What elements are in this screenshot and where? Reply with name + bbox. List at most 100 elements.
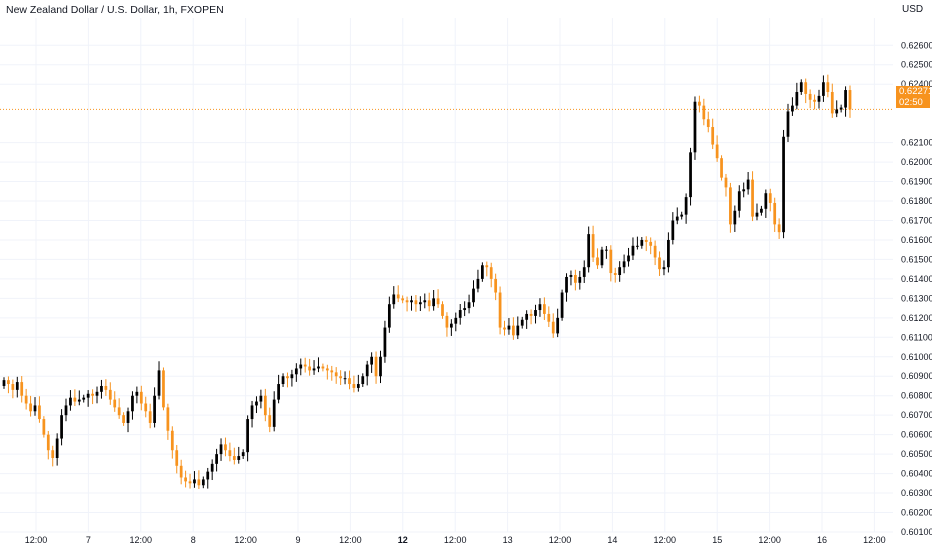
candle-body	[29, 403, 32, 412]
candle-body	[534, 310, 537, 316]
candle-body	[702, 105, 706, 120]
candle-body	[144, 403, 148, 412]
candle-body	[507, 325, 511, 330]
candle-body	[715, 144, 719, 159]
candle-body	[441, 304, 444, 316]
candle-body	[653, 245, 657, 258]
candle-body	[631, 245, 635, 256]
candle-body	[237, 456, 241, 460]
candle-body	[108, 389, 112, 400]
last-price-tag: 0.62271 02:50	[896, 86, 932, 108]
last-price-value: 0.62271	[899, 86, 932, 97]
y-tick-label: 0.62500	[901, 60, 932, 70]
candle-body	[2, 380, 6, 386]
candle-body	[343, 378, 347, 380]
y-tick-label: 0.61200	[901, 313, 932, 323]
candle-body	[494, 278, 498, 293]
candle-body	[560, 292, 564, 318]
candle-body	[830, 91, 834, 114]
candle-body	[520, 319, 524, 326]
candle-body	[733, 210, 737, 225]
x-tick-label: 12:00	[25, 535, 48, 545]
candle-body	[383, 327, 387, 357]
candle-body	[565, 276, 568, 293]
candle-body	[848, 90, 852, 110]
candle-body	[835, 109, 839, 114]
y-tick-label: 0.61900	[901, 177, 932, 187]
candle-body	[206, 471, 210, 480]
candle-body	[117, 407, 121, 416]
y-tick-label: 0.62000	[901, 157, 932, 167]
candle-body	[24, 395, 28, 404]
candle-body	[675, 216, 679, 221]
candle-body	[153, 395, 156, 423]
x-tick-label: 9	[295, 535, 300, 545]
candle-body	[374, 356, 378, 377]
candle-body	[246, 419, 249, 453]
y-tick-label: 0.60600	[901, 430, 932, 440]
candle-body	[339, 376, 343, 379]
candle-body	[649, 241, 653, 246]
price-axis[interactable]: 0.62600 0.62500 0.62400 0.62100 0.62000 0.619…	[901, 40, 932, 537]
candle-body	[135, 391, 139, 396]
time-axis[interactable]: 12:00 7 12:00 8 12:00 9 12:00 12 12:00 13 12:00 14 1…	[25, 535, 886, 545]
candle-body	[86, 393, 90, 398]
y-tick-label: 0.61000	[901, 352, 932, 362]
candle-body	[587, 234, 591, 268]
candle-body	[410, 300, 413, 303]
candle-body	[432, 298, 436, 307]
y-tick-label: 0.60400	[901, 469, 932, 479]
chart-title: New Zealand Dollar / U.S. Dollar, 1h, FX…	[6, 4, 224, 16]
candle-body	[281, 376, 285, 385]
candle-body	[113, 399, 117, 408]
candle-body	[844, 90, 847, 108]
candle-body	[46, 434, 50, 451]
candle-body	[742, 189, 746, 192]
candle-body	[303, 364, 307, 367]
candle-body	[458, 310, 462, 318]
candle-body	[799, 82, 803, 92]
candle-body	[91, 393, 94, 396]
candle-body	[662, 267, 666, 270]
candle-body	[839, 107, 843, 110]
candle-body	[729, 187, 732, 225]
candle-body	[414, 300, 418, 305]
candle-body	[392, 294, 396, 305]
candle-body	[636, 245, 639, 247]
candle-body	[720, 158, 723, 178]
candle-body	[516, 325, 520, 336]
candle-body	[454, 317, 458, 324]
x-tick-label: 12:00	[339, 535, 362, 545]
candle-body	[334, 372, 338, 377]
candle-body	[503, 327, 506, 330]
candle-body	[405, 300, 409, 303]
y-tick-label: 0.60200	[901, 508, 932, 518]
y-tick-label: 0.60500	[901, 449, 932, 459]
candle-body	[104, 385, 108, 390]
candle-body	[387, 304, 391, 328]
candle-body	[467, 302, 471, 309]
candle-body	[250, 405, 254, 420]
candle-body	[680, 214, 684, 217]
candle-body	[627, 255, 630, 262]
candle-body	[436, 298, 440, 305]
y-tick-label: 0.61100	[901, 332, 932, 342]
candle-body	[529, 313, 533, 316]
y-tick-label: 0.61400	[901, 274, 932, 284]
candle-body	[782, 136, 785, 233]
candle-body	[365, 364, 369, 377]
candle-body	[317, 366, 320, 369]
candle-body	[547, 313, 551, 322]
candle-body	[476, 278, 480, 289]
x-tick-label: 12	[398, 535, 408, 545]
candle-body	[463, 308, 467, 311]
candle-body	[272, 399, 276, 427]
candle-body	[131, 395, 134, 412]
candle-body	[817, 95, 821, 102]
candle-body	[804, 82, 808, 94]
candle-body	[418, 302, 422, 305]
candle-body	[423, 300, 427, 303]
grid	[0, 18, 893, 533]
candle-body	[60, 415, 63, 439]
